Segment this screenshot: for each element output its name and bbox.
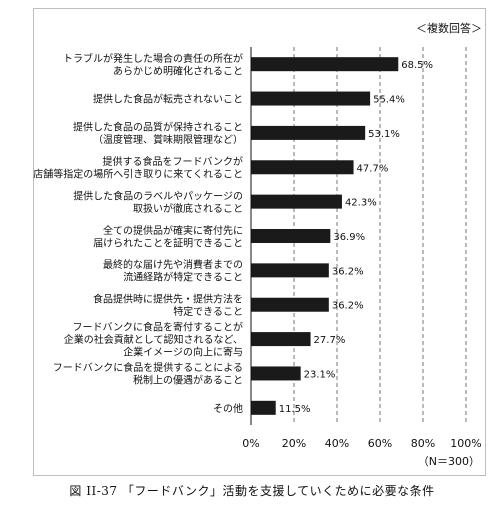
figure-caption: 図 II-37 「フードバンク」活動を支援していくために必要な条件 bbox=[69, 484, 435, 498]
bar bbox=[251, 297, 329, 312]
category-label: 税制上の優遇があること bbox=[133, 374, 243, 387]
bar bbox=[251, 366, 301, 381]
category-label: あらかじめ明確化されること bbox=[113, 64, 243, 77]
category-label: （温度管理、賞味期限管理など） bbox=[93, 133, 243, 146]
category-label: 届けられたことを証明できること bbox=[93, 236, 243, 249]
category-label: フードバンクに食品を提供することによる bbox=[53, 361, 243, 374]
sample-size-label: （N＝300） bbox=[418, 455, 480, 468]
category-label: 取扱いが徹底されること bbox=[133, 202, 243, 215]
bar-value-label: 36.2% bbox=[332, 301, 364, 312]
bar bbox=[251, 263, 329, 278]
bar bbox=[251, 57, 399, 72]
x-tick-label: 40% bbox=[325, 437, 349, 450]
bar-value-label: 55.4% bbox=[373, 95, 405, 106]
bar bbox=[251, 194, 342, 209]
x-tick-label: 100% bbox=[450, 437, 481, 450]
x-tick-label: 60% bbox=[368, 437, 392, 450]
bar-value-label: 68.5% bbox=[401, 60, 433, 71]
category-label: 食品提供時に提供先・提供方法を bbox=[93, 292, 243, 305]
bar-value-label: 36.9% bbox=[333, 232, 365, 243]
category-label: 提供した食品が転売されないこと bbox=[93, 93, 243, 106]
category-label: 企業の社会貢献として認知されるなど、 bbox=[64, 333, 243, 346]
category-label: トラブルが発生した場合の責任の所在が bbox=[63, 52, 243, 65]
category-label: 企業イメージの向上に寄与 bbox=[123, 346, 243, 359]
bar bbox=[251, 125, 366, 140]
bar bbox=[251, 332, 311, 347]
bar bbox=[251, 91, 371, 106]
x-tick-label: 80% bbox=[411, 437, 435, 450]
bar bbox=[251, 229, 331, 243]
bar-value-label: 23.1% bbox=[304, 369, 336, 380]
bar-value-label: 36.2% bbox=[332, 266, 364, 277]
multiple-answer-note: ＜複数回答＞ bbox=[416, 22, 482, 35]
category-label: 店舗等指定の場所へ引き取りに来てくれること bbox=[33, 168, 243, 181]
category-label: 提供する食品をフードバンクが bbox=[103, 155, 244, 168]
category-label: 全ての提供品が確実に寄付先に bbox=[103, 224, 243, 237]
category-label: フードバンクに食品を寄付することが bbox=[73, 321, 244, 334]
bar bbox=[251, 160, 354, 175]
category-label: 提供した食品の品質が保持されること bbox=[73, 121, 243, 134]
category-label: 流通経路が特定できること bbox=[123, 271, 243, 284]
category-label: 提供した食品のラベルやパッケージの bbox=[73, 189, 243, 202]
bar-value-label: 42.3% bbox=[345, 198, 377, 209]
category-label: その他 bbox=[213, 402, 243, 415]
bar-value-label: 53.1% bbox=[368, 129, 400, 140]
bar-value-label: 27.7% bbox=[314, 335, 346, 346]
bar-value-label: 47.7% bbox=[357, 163, 389, 174]
chart-frame bbox=[33, 8, 486, 476]
category-label: 特定できること bbox=[173, 305, 243, 318]
category-label: 最終的な届け先や消費者までの bbox=[103, 258, 243, 271]
x-tick-label: 20% bbox=[282, 437, 306, 450]
bar-value-label: 11.5% bbox=[279, 404, 311, 415]
bar bbox=[251, 400, 276, 415]
x-tick-label: 0% bbox=[242, 437, 259, 450]
